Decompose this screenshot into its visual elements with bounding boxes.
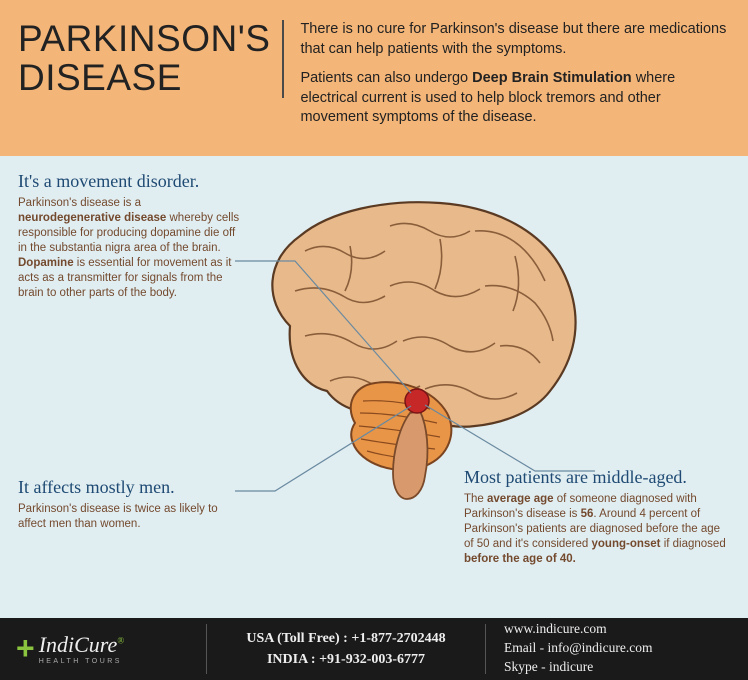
callout-body: Parkinson's disease is a neurodegenerati… — [18, 196, 243, 301]
header-para-1: There is no cure for Parkinson's disease… — [300, 20, 730, 59]
callout-body: The average age of someone diagnosed wit… — [464, 492, 732, 567]
email-line: Email - info@indicure.com — [504, 639, 732, 658]
callout-heading: It's a movement disorder. — [18, 170, 243, 193]
header-banner: PARKINSON'S DISEASE There is no cure for… — [0, 0, 748, 156]
header-description: There is no cure for Parkinson's disease… — [284, 20, 730, 138]
callout-middle-aged: Most patients are middle-aged. The avera… — [464, 466, 732, 567]
india-phone-line: INDIA : +91-932-003-6777 — [217, 649, 475, 670]
logo-plus-icon: + — [16, 639, 35, 658]
header-para-2: Patients can also undergo Deep Brain Sti… — [300, 69, 730, 128]
brain-illustration — [235, 191, 595, 501]
usa-phone-line: USA (Toll Free) : +1-877-2702448 — [217, 628, 475, 649]
footer-phones: USA (Toll Free) : +1-877-2702448 INDIA :… — [206, 624, 486, 674]
callout-body: Parkinson's disease is twice as likely t… — [18, 502, 223, 532]
substantia-nigra-dot — [405, 389, 429, 413]
callout-heading: It affects mostly men. — [18, 476, 223, 499]
website-line: www.indicure.com — [504, 620, 732, 639]
callout-affects-men: It affects mostly men. Parkinson's disea… — [18, 476, 223, 532]
footer-contacts: www.indicure.com Email - info@indicure.c… — [486, 620, 732, 677]
page-title: PARKINSON'S DISEASE — [18, 20, 270, 98]
diagram-area: It's a movement disorder. Parkinson's di… — [0, 156, 748, 618]
skype-line: Skype - indicure — [504, 658, 732, 677]
logo-block: + IndiCure® HEALTH TOURS — [16, 632, 206, 665]
title-block: PARKINSON'S DISEASE — [18, 20, 284, 98]
callout-heading: Most patients are middle-aged. — [464, 466, 732, 489]
footer-bar: + IndiCure® HEALTH TOURS USA (Toll Free)… — [0, 618, 748, 680]
callout-movement-disorder: It's a movement disorder. Parkinson's di… — [18, 170, 243, 301]
logo-tagline: HEALTH TOURS — [39, 658, 124, 665]
logo-text: IndiCure® HEALTH TOURS — [39, 632, 124, 665]
logo-name: IndiCure® — [39, 632, 124, 658]
